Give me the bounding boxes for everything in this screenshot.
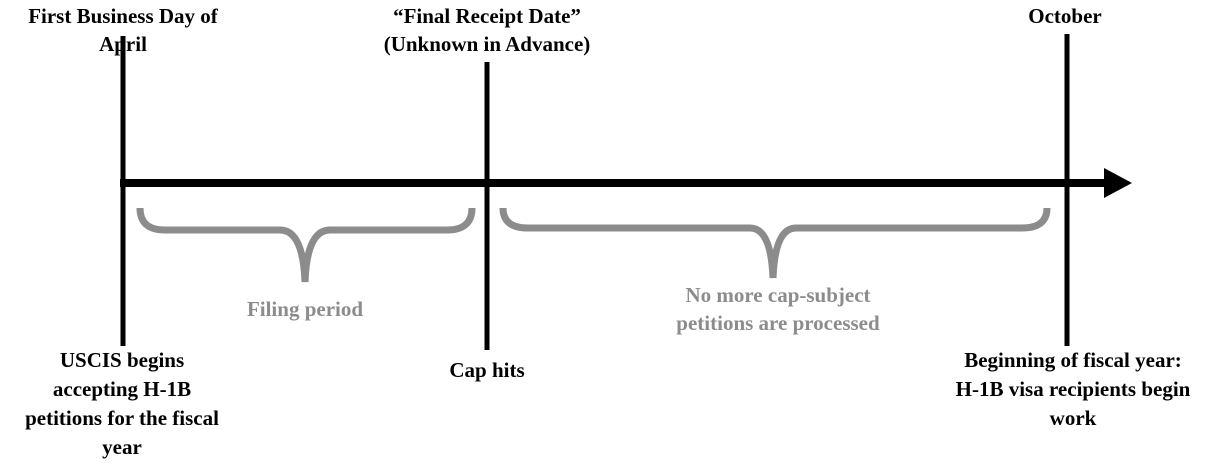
period-label: petitions are processed bbox=[676, 311, 880, 335]
marker-top-label: April bbox=[99, 32, 147, 56]
marker-bottom-label: petitions for the fiscal bbox=[25, 406, 219, 430]
marker-bottom-label: Beginning of fiscal year: bbox=[964, 348, 1182, 372]
marker-bottom-label: H-1B visa recipients begin bbox=[956, 377, 1191, 401]
brace bbox=[499, 207, 1051, 279]
marker-top-label: “Final Receipt Date” bbox=[393, 4, 581, 28]
period-label: No more cap-subject bbox=[685, 283, 870, 307]
brace bbox=[136, 207, 476, 283]
marker-bottom-label: work bbox=[1050, 406, 1097, 430]
marker-top-label: October bbox=[1028, 4, 1101, 28]
timeline-arrowhead bbox=[1104, 168, 1132, 198]
marker-bottom-label: Cap hits bbox=[449, 358, 524, 382]
period-label: Filing period bbox=[247, 297, 363, 321]
marker-top-label: First Business Day of bbox=[28, 4, 219, 28]
marker-top-label: (Unknown in Advance) bbox=[384, 32, 591, 56]
marker-bottom-label: year bbox=[102, 435, 142, 459]
marker-bottom-label: USCIS begins bbox=[60, 348, 184, 372]
marker-bottom-label: accepting H-1B bbox=[53, 377, 191, 401]
